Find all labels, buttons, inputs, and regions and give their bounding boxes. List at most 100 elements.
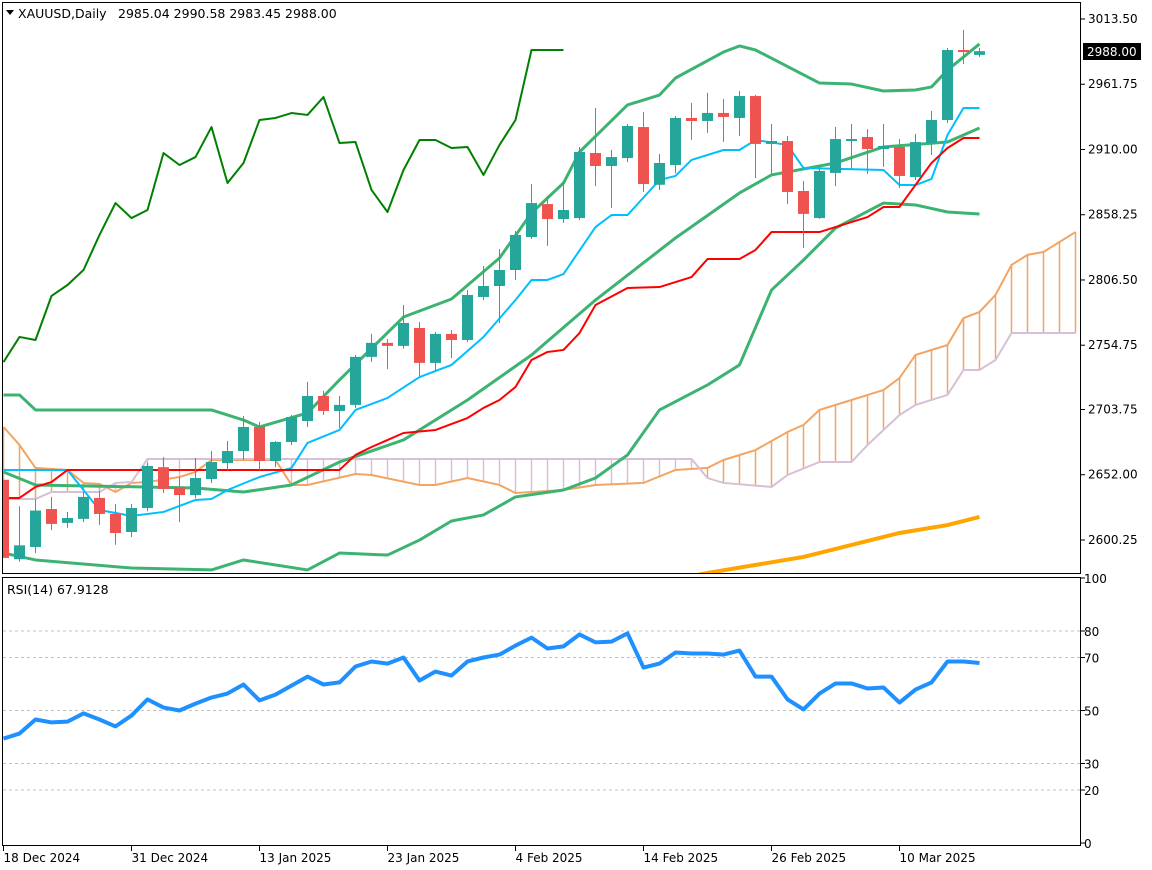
bullish-candle <box>974 47 985 57</box>
bullish-candle <box>302 381 313 427</box>
bearish-candle <box>3 479 9 558</box>
rsi-tick-label: 30 <box>1084 758 1099 772</box>
candle-body <box>942 50 953 120</box>
candle-body <box>190 478 201 496</box>
bearish-candle <box>782 135 793 205</box>
candle-body <box>158 467 169 489</box>
main-panel-frame <box>2 2 1081 574</box>
candle-body <box>878 145 889 149</box>
bullish-candle <box>766 124 777 174</box>
price-tick-label: 2961.75 <box>1088 77 1138 91</box>
candle-body <box>46 509 57 524</box>
candle-body <box>702 112 713 121</box>
candle-body <box>798 190 809 214</box>
time-tick-label: 13 Jan 2025 <box>260 851 332 865</box>
bullish-candle <box>366 333 377 362</box>
rsi-line <box>3 631 980 741</box>
candle-body <box>814 170 825 219</box>
candle-body <box>62 517 73 523</box>
bullish-candle <box>814 168 825 219</box>
price-tick-label: 2754.75 <box>1088 338 1138 352</box>
bullish-candle <box>78 492 89 523</box>
bullish-candle <box>126 503 137 538</box>
candle-body <box>590 153 601 166</box>
time-tick-label: 4 Feb 2025 <box>516 851 583 865</box>
bullish-candle <box>558 182 569 223</box>
bullish-candle <box>494 249 505 323</box>
price-tick-label: 2806.50 <box>1088 273 1138 287</box>
bullish-candle <box>270 440 281 468</box>
bearish-candle <box>750 95 761 178</box>
bearish-candle <box>94 491 105 525</box>
chikou-span-line <box>3 49 564 363</box>
time-tick-label: 26 Feb 2025 <box>772 851 847 865</box>
bullish-candle <box>830 127 841 187</box>
bullish-candle <box>462 289 473 342</box>
bullish-candle <box>606 149 617 208</box>
rsi-tick-label: 80 <box>1084 625 1099 639</box>
candlesticks <box>3 29 985 562</box>
price-tick-label: 2652.00 <box>1088 468 1138 482</box>
bullish-candle <box>670 115 681 174</box>
candle-body <box>766 141 777 144</box>
candle-body <box>238 426 249 452</box>
candle-body <box>462 294 473 340</box>
chart-header: XAUUSD,Daily 2985.04 2990.58 2983.45 298… <box>6 6 337 21</box>
candle-body <box>30 510 41 547</box>
time-tick-label: 23 Jan 2025 <box>388 851 460 865</box>
candle-body <box>670 117 681 165</box>
time-axis: 18 Dec 2024 31 Dec 2024 13 Jan 2025 23 Jan … <box>3 846 976 865</box>
rsi-tick-label: 20 <box>1084 784 1099 798</box>
candle-body <box>974 51 985 55</box>
bearish-candle <box>590 108 601 187</box>
candle-body <box>78 496 89 519</box>
rsi-title: RSI(14) 67.9128 <box>7 582 109 597</box>
candle-body <box>558 209 569 220</box>
bearish-candle <box>718 99 729 142</box>
bearish-candle <box>542 196 553 246</box>
candle-body <box>222 451 233 464</box>
bearish-candle <box>158 457 169 494</box>
candle-body <box>494 270 505 287</box>
candle-body <box>718 112 729 117</box>
bullish-candle <box>398 305 409 349</box>
candle-body <box>862 137 873 149</box>
candle-body <box>958 50 969 53</box>
bearish-candle <box>446 330 457 359</box>
bullish-candle <box>574 146 585 221</box>
rsi-tick-label: 0 <box>1084 837 1092 851</box>
bearish-candle <box>382 338 393 369</box>
time-tick-label: 18 Dec 2024 <box>4 851 81 865</box>
price-tick-label: 2703.75 <box>1088 403 1138 417</box>
bullish-candle <box>510 231 521 280</box>
candle-body <box>526 203 537 237</box>
symbol-timeframe: XAUUSD,Daily <box>18 6 107 21</box>
tenkan-sen-line <box>3 107 980 517</box>
candle-body <box>302 395 313 422</box>
rsi-tick-label: 50 <box>1084 705 1099 719</box>
triangle-down-icon[interactable] <box>6 10 14 15</box>
candle-body <box>446 333 457 340</box>
bullish-candle <box>526 184 537 239</box>
candle-body <box>318 395 329 411</box>
candle-body <box>174 486 185 496</box>
bearish-candle <box>318 390 329 415</box>
price-tick-label: 2858.25 <box>1088 208 1138 222</box>
rsi-axis: 100 80 70 50 30 20 0 <box>1080 572 1107 851</box>
bullish-candle <box>334 395 345 428</box>
candle-body <box>366 342 377 357</box>
bullish-candle <box>734 90 745 136</box>
bearish-candle <box>174 477 185 523</box>
candle-body <box>830 139 841 173</box>
bullish-candle <box>350 354 361 408</box>
candle-body <box>606 157 617 166</box>
candle-body <box>398 322 409 346</box>
bearish-candle <box>254 422 265 470</box>
price-tick-label: 3013.50 <box>1088 12 1138 26</box>
bullish-candle <box>846 124 857 169</box>
candle-body <box>14 545 25 560</box>
bearish-candle <box>862 129 873 174</box>
candle-body <box>926 119 937 144</box>
candle-body <box>654 162 665 185</box>
